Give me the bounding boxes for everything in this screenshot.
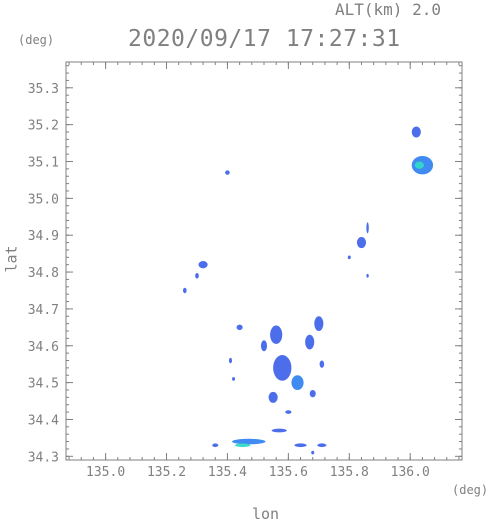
- echo-cell: [260, 340, 268, 352]
- echo-cell: [182, 287, 187, 294]
- y-axis-unit: (deg): [18, 33, 55, 47]
- y-tick-label: 35.1: [28, 156, 59, 171]
- echo-cell: [305, 334, 315, 350]
- y-tick-label: 34.8: [28, 266, 59, 281]
- echo-cell: [228, 357, 233, 364]
- echo-cell: [236, 324, 243, 331]
- plot-frame: [65, 61, 463, 461]
- echo-cell: [294, 443, 307, 448]
- y-tick-label: 34.3: [28, 450, 59, 465]
- echo-cell: [356, 237, 367, 249]
- y-tick-label: 34.5: [28, 377, 59, 392]
- echo-cell: [311, 450, 315, 455]
- y-tick-label: 35.0: [28, 192, 59, 207]
- y-tick-label: 34.4: [28, 413, 59, 428]
- echo-cell: [195, 272, 199, 279]
- echo-cell: [225, 170, 230, 175]
- echo-cell: [271, 428, 287, 433]
- x-axis-label: lon: [252, 505, 280, 523]
- echo-cell: [366, 222, 369, 234]
- echo-cell: [235, 443, 251, 448]
- x-tick-label: 135.2: [147, 465, 186, 480]
- y-tick-label: 34.7: [28, 303, 59, 318]
- echo-cell: [273, 354, 292, 381]
- echo-cell: [414, 161, 424, 169]
- echo-cell: [232, 438, 266, 445]
- echo-cell: [198, 261, 208, 269]
- y-tick-label: 35.3: [28, 82, 59, 97]
- y-tick-label: 34.9: [28, 229, 59, 244]
- x-axis-unit: (deg): [452, 483, 489, 497]
- echo-cell: [309, 389, 316, 398]
- altitude-label: ALT(km) 2.0: [335, 0, 441, 19]
- echo-cell: [270, 325, 283, 344]
- echo-cell: [317, 443, 327, 448]
- x-tick-label: 136.0: [391, 465, 430, 480]
- echo-cell: [268, 391, 278, 403]
- echo-cell: [366, 273, 369, 278]
- x-tick-label: 135.0: [86, 465, 125, 480]
- echo-cell: [319, 360, 325, 368]
- chart-title-timestamp: 2020/09/17 17:27:31: [128, 26, 401, 52]
- x-tick-label: 135.8: [330, 465, 369, 480]
- echo-cell: [212, 443, 219, 448]
- x-tick-label: 135.6: [269, 465, 308, 480]
- echo-cell: [232, 377, 236, 381]
- echo-cell: [347, 255, 351, 260]
- echo-cell: [285, 410, 292, 414]
- echo-cell: [411, 126, 421, 138]
- echo-cell: [291, 375, 304, 390]
- y-tick-label: 35.2: [28, 119, 59, 134]
- y-tick-label: 34.6: [28, 340, 59, 355]
- x-tick-label: 135.4: [208, 465, 247, 480]
- echo-cell: [314, 316, 324, 332]
